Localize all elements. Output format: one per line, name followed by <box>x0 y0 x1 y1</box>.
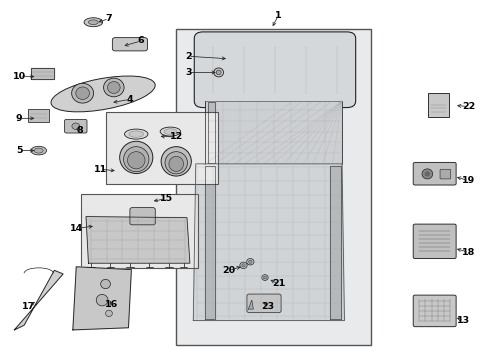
Ellipse shape <box>88 20 98 24</box>
Ellipse shape <box>161 147 191 176</box>
Ellipse shape <box>124 129 148 139</box>
Polygon shape <box>86 217 189 263</box>
Ellipse shape <box>263 276 266 279</box>
Text: 9: 9 <box>16 114 22 123</box>
Ellipse shape <box>103 78 124 97</box>
Ellipse shape <box>216 70 221 75</box>
FancyBboxPatch shape <box>112 38 147 51</box>
Ellipse shape <box>129 131 143 137</box>
Text: 1: 1 <box>275 10 282 19</box>
Ellipse shape <box>51 76 155 112</box>
Ellipse shape <box>31 146 46 155</box>
Text: 17: 17 <box>22 302 36 311</box>
Ellipse shape <box>34 148 43 153</box>
Text: 5: 5 <box>16 146 22 155</box>
Ellipse shape <box>96 294 108 306</box>
Ellipse shape <box>424 172 429 176</box>
Polygon shape <box>329 166 340 319</box>
FancyBboxPatch shape <box>412 224 455 258</box>
FancyBboxPatch shape <box>246 294 281 313</box>
Text: 21: 21 <box>271 279 285 288</box>
Text: 2: 2 <box>185 52 191 61</box>
Text: 13: 13 <box>456 316 469 325</box>
Ellipse shape <box>127 152 145 169</box>
Ellipse shape <box>120 141 153 174</box>
Ellipse shape <box>76 87 89 99</box>
Ellipse shape <box>261 275 267 280</box>
Text: 8: 8 <box>76 126 83 135</box>
Ellipse shape <box>240 262 246 269</box>
Ellipse shape <box>160 127 180 136</box>
Ellipse shape <box>72 84 93 103</box>
Bar <box>205 101 341 164</box>
Polygon shape <box>207 102 215 163</box>
Ellipse shape <box>123 147 149 172</box>
FancyBboxPatch shape <box>412 162 455 185</box>
Ellipse shape <box>164 152 187 174</box>
Text: 6: 6 <box>138 36 144 45</box>
FancyBboxPatch shape <box>194 32 355 108</box>
Ellipse shape <box>421 169 432 179</box>
Ellipse shape <box>107 82 120 93</box>
Text: 23: 23 <box>261 302 274 311</box>
Text: 16: 16 <box>105 300 118 309</box>
Text: 7: 7 <box>105 14 112 23</box>
FancyBboxPatch shape <box>427 93 448 117</box>
Bar <box>176 30 370 345</box>
Ellipse shape <box>248 260 251 264</box>
Text: 11: 11 <box>94 165 107 174</box>
Text: 15: 15 <box>160 194 173 203</box>
Ellipse shape <box>242 264 244 267</box>
Polygon shape <box>205 166 215 319</box>
FancyBboxPatch shape <box>439 169 450 179</box>
FancyBboxPatch shape <box>64 120 87 133</box>
Text: 3: 3 <box>185 68 191 77</box>
Polygon shape <box>248 300 253 309</box>
Polygon shape <box>14 270 63 330</box>
Text: 14: 14 <box>69 224 83 233</box>
Text: 4: 4 <box>126 95 133 104</box>
Text: 10: 10 <box>13 72 26 81</box>
Polygon shape <box>73 267 131 330</box>
Ellipse shape <box>163 129 176 134</box>
Ellipse shape <box>246 258 253 265</box>
Text: 19: 19 <box>461 176 474 185</box>
Bar <box>105 112 217 184</box>
Text: 18: 18 <box>461 248 474 257</box>
FancyBboxPatch shape <box>412 295 455 327</box>
Polygon shape <box>193 164 344 320</box>
Ellipse shape <box>101 279 110 289</box>
Polygon shape <box>31 68 54 79</box>
Text: 20: 20 <box>222 266 235 275</box>
Ellipse shape <box>105 310 112 317</box>
Ellipse shape <box>72 123 80 130</box>
Ellipse shape <box>213 68 223 77</box>
Ellipse shape <box>84 18 102 27</box>
Text: 22: 22 <box>461 102 474 111</box>
Bar <box>81 194 198 268</box>
Text: 12: 12 <box>169 132 183 141</box>
FancyBboxPatch shape <box>130 208 155 225</box>
Ellipse shape <box>168 156 183 171</box>
FancyBboxPatch shape <box>28 109 49 122</box>
